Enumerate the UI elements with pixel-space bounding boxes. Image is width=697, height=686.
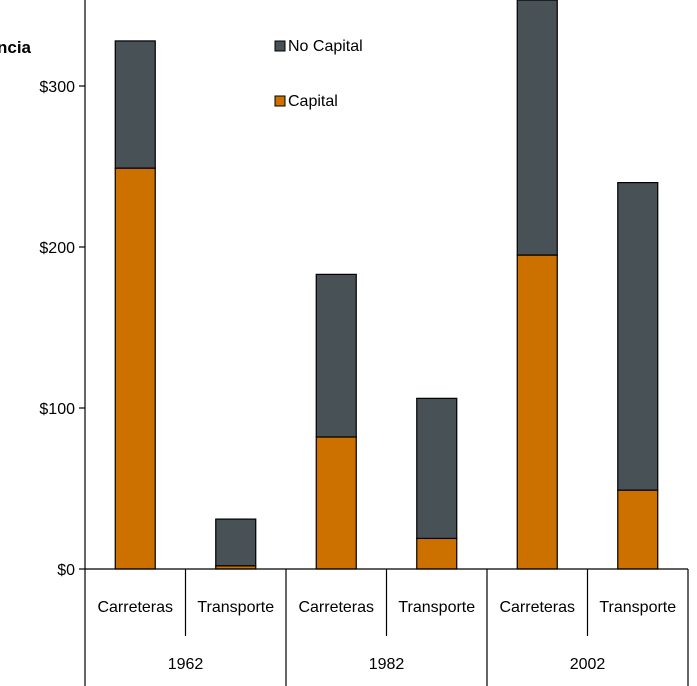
y-tick-label: $0	[57, 562, 75, 579]
y-tick-label: $100	[39, 401, 75, 418]
bar-no-capital	[114, 40, 156, 169]
legend-label: Capital	[288, 93, 338, 110]
bar-no-capital	[617, 182, 659, 491]
bar-capital	[617, 489, 659, 570]
bar-capital	[114, 167, 156, 570]
bar-capital	[416, 537, 458, 570]
x-tick-label: Transporte	[599, 599, 676, 616]
y-tick-label: $300	[39, 79, 75, 96]
x-group-label: 2002	[570, 656, 606, 673]
bar-no-capital	[416, 397, 458, 540]
legend-label: No Capital	[288, 38, 363, 55]
bar-no-capital	[516, 0, 558, 256]
legend: No Capital Capital	[274, 38, 363, 110]
y-axis: $0 $100 $200 $300	[39, 0, 86, 579]
x-tick-label: Carreteras	[499, 599, 575, 616]
bar-no-capital	[315, 273, 357, 438]
plot-area	[114, 0, 659, 570]
x-group-label: 1982	[369, 656, 405, 673]
x-axis: Carreteras Transporte Carreteras Transporte…	[84, 568, 689, 686]
legend-swatch	[274, 95, 286, 107]
x-tick-label: Carreteras	[298, 599, 374, 616]
bar-no-capital	[215, 518, 257, 567]
x-tick-label: Transporte	[398, 599, 475, 616]
y-tick-label: $200	[39, 240, 75, 257]
bar-capital	[315, 436, 357, 570]
chart-title: ncia	[0, 38, 32, 57]
x-tick-label: Carreteras	[97, 599, 173, 616]
x-group-label: 1962	[168, 656, 204, 673]
legend-swatch	[274, 40, 286, 52]
bar-capital	[516, 254, 558, 570]
x-tick-label: Transporte	[197, 599, 274, 616]
